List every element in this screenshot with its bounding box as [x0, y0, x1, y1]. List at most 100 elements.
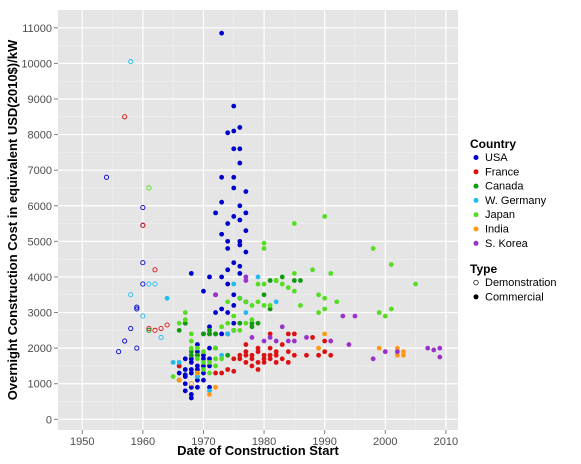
point-france-demonstration [122, 114, 128, 120]
point-japan-commercial [231, 313, 237, 319]
point-japan-commercial [201, 367, 206, 372]
point-france-commercial [255, 345, 261, 351]
point-france-commercial [285, 349, 291, 355]
point-india-commercial [401, 352, 406, 358]
point-japan-commercial [188, 338, 194, 344]
point-w-germany-commercial [176, 359, 182, 365]
point-s-korea-commercial [328, 338, 334, 344]
point-usa-commercial [219, 174, 225, 180]
point-w-germany-commercial [255, 274, 261, 280]
point-w-germany-commercial [194, 374, 200, 380]
point-japan-demonstration [146, 185, 152, 191]
point-japan-commercial [249, 317, 255, 323]
x-tick-label: 1990 [312, 436, 336, 448]
legend-key [473, 169, 479, 175]
point-canada-commercial [188, 349, 194, 355]
point-japan-commercial [231, 327, 237, 333]
point-canada-commercial [194, 352, 200, 358]
point-usa-commercial [243, 210, 249, 216]
point-france-commercial [243, 342, 249, 347]
point-usa-commercial [219, 30, 225, 36]
legend-key [473, 226, 479, 232]
point-japan-commercial [207, 370, 212, 376]
point-usa-commercial [231, 320, 237, 326]
point-usa-commercial [237, 263, 243, 269]
point-canada-commercial [267, 306, 273, 312]
point-france-commercial [310, 335, 315, 340]
point-japan-commercial [261, 303, 267, 308]
point-canada-commercial [261, 292, 267, 298]
point-usa-commercial [237, 146, 243, 152]
point-usa-commercial [231, 260, 237, 266]
point-canada-commercial [207, 327, 212, 333]
legend-key [473, 183, 479, 189]
point-usa-commercial [225, 246, 231, 251]
point-s-korea-commercial [285, 338, 291, 344]
point-france-commercial [285, 331, 291, 337]
point-japan-commercial [255, 299, 261, 305]
point-france-commercial [273, 352, 279, 358]
legend-label: S. Korea [485, 238, 529, 250]
point-japan-commercial [267, 303, 273, 308]
legend-title: Type [470, 262, 497, 276]
point-usa-demonstration [140, 204, 146, 211]
point-canada-demonstration [146, 327, 152, 333]
point-france-commercial [291, 331, 297, 337]
point-usa-commercial [225, 310, 231, 315]
point-usa-commercial [225, 281, 231, 287]
point-s-korea-commercial [352, 313, 358, 319]
point-france-commercial [328, 352, 334, 358]
point-france-commercial [273, 359, 279, 365]
x-axis-ticks: 1950 1960 1970 1980 1990 2000 2010 [70, 430, 458, 448]
legend-title: Country [470, 137, 516, 151]
point-japan-commercial [334, 299, 340, 305]
point-usa-commercial [243, 189, 249, 194]
legend-key [473, 240, 479, 246]
point-japan-commercial [322, 214, 328, 219]
point-japan-commercial [207, 359, 212, 365]
point-usa-commercial [219, 274, 225, 280]
point-s-korea-commercial [213, 292, 218, 298]
y-tick-label: 6000 [28, 201, 52, 213]
point-usa-commercial [182, 356, 188, 362]
point-india-commercial [394, 352, 400, 358]
point-canada-commercial [237, 320, 243, 326]
point-japan-commercial [243, 299, 249, 305]
point-france-commercial [316, 352, 322, 358]
point-france-commercial [176, 363, 182, 369]
point-usa-commercial [243, 249, 249, 255]
point-usa-commercial [231, 292, 237, 298]
point-india-commercial [194, 370, 200, 376]
point-france-commercial [255, 349, 261, 355]
y-axis-title: Overnight Construction Cost in equivalen… [5, 39, 20, 400]
point-usa-commercial [231, 303, 237, 308]
point-france-commercial [249, 352, 255, 358]
point-usa-commercial [237, 217, 243, 223]
point-usa-commercial [231, 185, 237, 191]
point-india-commercial [213, 384, 218, 390]
point-france-commercial [261, 352, 267, 358]
point-usa-commercial [213, 210, 218, 216]
point-usa-commercial [194, 363, 200, 369]
point-w-germany-demonstration [140, 313, 146, 319]
point-france-commercial [267, 352, 273, 358]
point-japan-commercial [285, 285, 291, 291]
point-france-commercial [225, 367, 231, 372]
point-usa-commercial [231, 146, 237, 152]
point-w-germany-demonstration [128, 292, 134, 298]
point-canada-commercial [188, 352, 194, 358]
point-japan-commercial [213, 345, 218, 351]
point-usa-commercial [194, 367, 200, 372]
point-india-demonstration [188, 381, 194, 387]
point-usa-demonstration [140, 281, 146, 287]
point-s-korea-commercial [425, 345, 431, 351]
major-gridlines [58, 10, 458, 430]
point-france-commercial [231, 356, 237, 362]
x-tick-label: 1950 [70, 436, 94, 448]
point-japan-commercial [316, 310, 322, 315]
y-tick-label: 7000 [28, 165, 52, 177]
y-tick-label: 2000 [28, 343, 52, 355]
point-usa-commercial [213, 310, 218, 315]
point-w-germany-demonstration [158, 334, 164, 341]
